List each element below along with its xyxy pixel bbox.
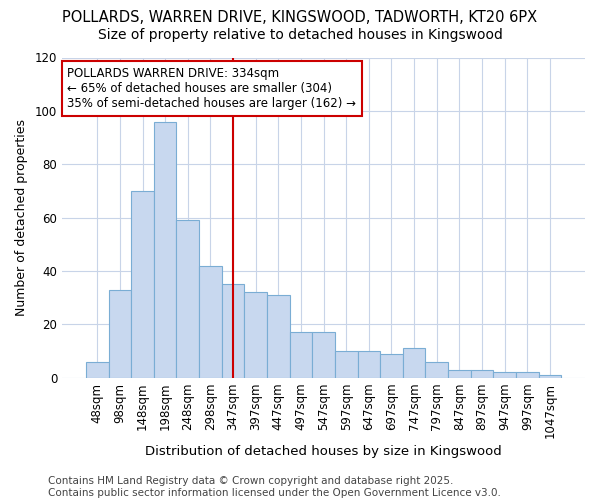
Text: Size of property relative to detached houses in Kingswood: Size of property relative to detached ho… [98,28,502,42]
Bar [222,284,244,378]
Bar [312,332,335,378]
Bar [380,354,403,378]
Bar [267,295,290,378]
Bar [516,372,539,378]
Y-axis label: Number of detached properties: Number of detached properties [15,119,28,316]
Bar [86,362,109,378]
Bar [358,351,380,378]
Text: POLLARDS WARREN DRIVE: 334sqm
← 65% of detached houses are smaller (304)
35% of : POLLARDS WARREN DRIVE: 334sqm ← 65% of d… [67,67,356,110]
Bar [493,372,516,378]
Bar [403,348,425,378]
Bar [448,370,471,378]
Bar [471,370,493,378]
Bar [244,292,267,378]
Bar [290,332,312,378]
Bar [335,351,358,378]
Text: POLLARDS, WARREN DRIVE, KINGSWOOD, TADWORTH, KT20 6PX: POLLARDS, WARREN DRIVE, KINGSWOOD, TADWO… [62,10,538,25]
Bar [425,362,448,378]
Bar [154,122,176,378]
Bar [199,266,222,378]
Bar [176,220,199,378]
Text: Contains HM Land Registry data © Crown copyright and database right 2025.
Contai: Contains HM Land Registry data © Crown c… [48,476,501,498]
Bar [539,375,561,378]
Bar [109,290,131,378]
X-axis label: Distribution of detached houses by size in Kingswood: Distribution of detached houses by size … [145,444,502,458]
Bar [131,191,154,378]
